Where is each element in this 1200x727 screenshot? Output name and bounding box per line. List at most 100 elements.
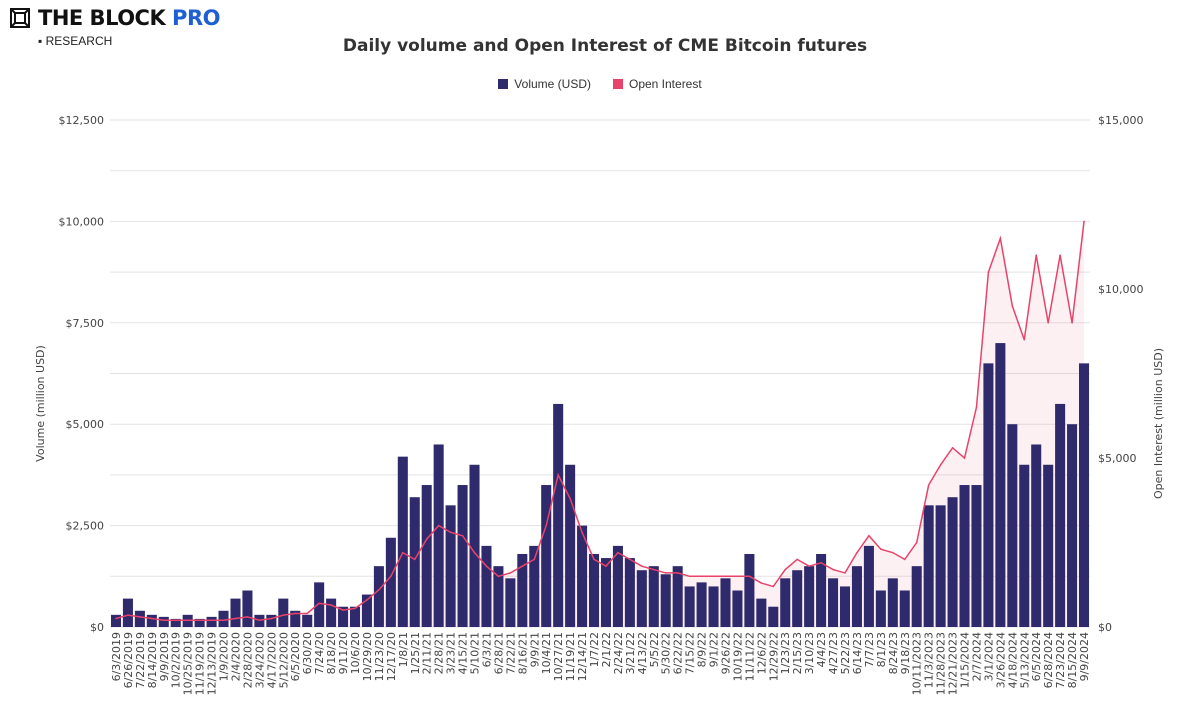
x-tick-label: 10/19/22 [731,632,744,681]
open-interest-point [210,619,213,622]
open-interest-point [808,565,810,567]
x-tick-label: 1/23/23 [779,632,792,674]
open-interest-point [700,575,703,578]
y-tick-label: $5,000 [66,418,105,431]
open-interest-point [712,575,715,578]
x-tick-label: 11/28/2023 [935,632,948,695]
open-interest-point [485,565,488,567]
x-tick-label: 1/9/2020 [218,632,231,681]
open-interest-point [222,619,225,622]
legend-item-open-interest[interactable]: Open Interest [612,77,702,91]
volume-bar [792,570,803,627]
x-tick-label: 6/28/2024 [1042,632,1055,688]
volume-bar [565,464,576,627]
volume-bar [1007,424,1018,627]
x-tick-label: 7/7/23 [863,632,876,667]
x-tick-label: 5/30/22 [660,632,673,674]
legend-label-volume: Volume (USD) [514,77,591,91]
y-tick-label: $12,500 [59,114,105,127]
open-interest-point [425,538,428,540]
volume-bar [385,537,396,627]
x-tick-label: 6/5/2020 [289,632,302,681]
open-interest-point [688,575,691,578]
open-interest-point [413,558,416,561]
volume-bar [1031,444,1042,627]
volume-bar [768,606,779,627]
x-tick-label: 6/30/20 [301,632,314,674]
volume-bar [672,566,683,627]
volume-bar [851,566,862,627]
x-tick-label: 11/23/20 [373,632,386,681]
volume-bar [505,578,516,627]
x-tick-label: 6/3/2019 [110,632,123,681]
x-tick-label: 5/22/23 [839,632,852,674]
x-tick-label: 4/27/23 [827,632,840,674]
y2-axis-label: Open Interest (million USD) [1152,348,1165,499]
y2-tick-label: $15,000 [1098,114,1144,127]
volume-bar [338,606,349,627]
open-interest-point [796,558,798,561]
open-interest-point [927,484,930,486]
legend-swatch-open-interest [612,79,623,89]
volume-bar [421,485,432,627]
open-interest-point [270,617,273,620]
open-interest-point [617,551,619,554]
x-tick-label: 12/21/2023 [947,632,960,695]
x-tick-label: 1/7/22 [588,632,601,667]
volume-bar [624,558,635,627]
x-tick-label: 2/7/2024 [970,632,983,681]
open-interest-point [1083,220,1085,223]
x-tick-label: 8/14/2019 [146,632,159,688]
open-interest-point [497,575,500,578]
x-tick-label: 2/11/21 [421,632,434,674]
open-interest-point [533,558,536,561]
volume-bar [899,590,910,627]
legend-item-volume[interactable]: Volume (USD) [498,77,591,91]
y2-tick-label: $10,000 [1098,283,1144,296]
open-interest-point [1059,254,1061,256]
volume-bar [278,598,289,627]
open-interest-point [593,558,595,561]
open-interest-point [951,447,954,449]
legend-label-open-interest: Open Interest [628,77,702,91]
x-tick-label: 6/3/21 [480,632,493,667]
open-interest-point [198,619,201,622]
volume-bar [648,566,659,627]
open-interest-point [832,568,834,571]
brand-name-text: THE BLOCK [38,6,166,30]
open-interest-point [999,237,1002,240]
open-interest-point [581,531,583,534]
y-tick-label: $10,000 [59,215,105,228]
volume-bar [122,598,133,627]
volume-bar [756,598,767,627]
open-interest-point [139,616,141,618]
open-interest-point [354,607,356,610]
open-interest-point [880,548,882,551]
brand-pro-text: PRO [172,6,220,30]
open-interest-point [784,568,787,571]
volume-bar [875,590,886,627]
x-tick-label: 6/28/21 [492,632,505,674]
x-tick-label: 3/21/22 [624,632,637,674]
volume-bar [242,590,253,627]
open-interest-point [557,474,559,476]
volume-bar [887,578,898,627]
volume-bar [1043,464,1054,627]
volume-bar [577,525,588,627]
legend: Volume (USD) Open Interest [0,77,1200,91]
x-tick-label: 3/10/23 [803,632,816,674]
x-tick-label: 11/3/2023 [923,632,936,688]
volume-bar [732,590,743,627]
x-tick-label: 10/2/2019 [170,632,183,688]
x-tick-label: 2/28/2020 [241,632,254,688]
volume-bar [935,505,946,627]
volume-bar [923,505,934,627]
open-interest-point [915,541,918,544]
volume-bar [1079,363,1090,627]
volume-bar [1067,424,1078,627]
open-interest-point [963,457,966,459]
open-interest-line [115,221,1085,622]
x-tick-label: 10/25/2019 [182,632,195,695]
volume-bar [780,578,791,627]
